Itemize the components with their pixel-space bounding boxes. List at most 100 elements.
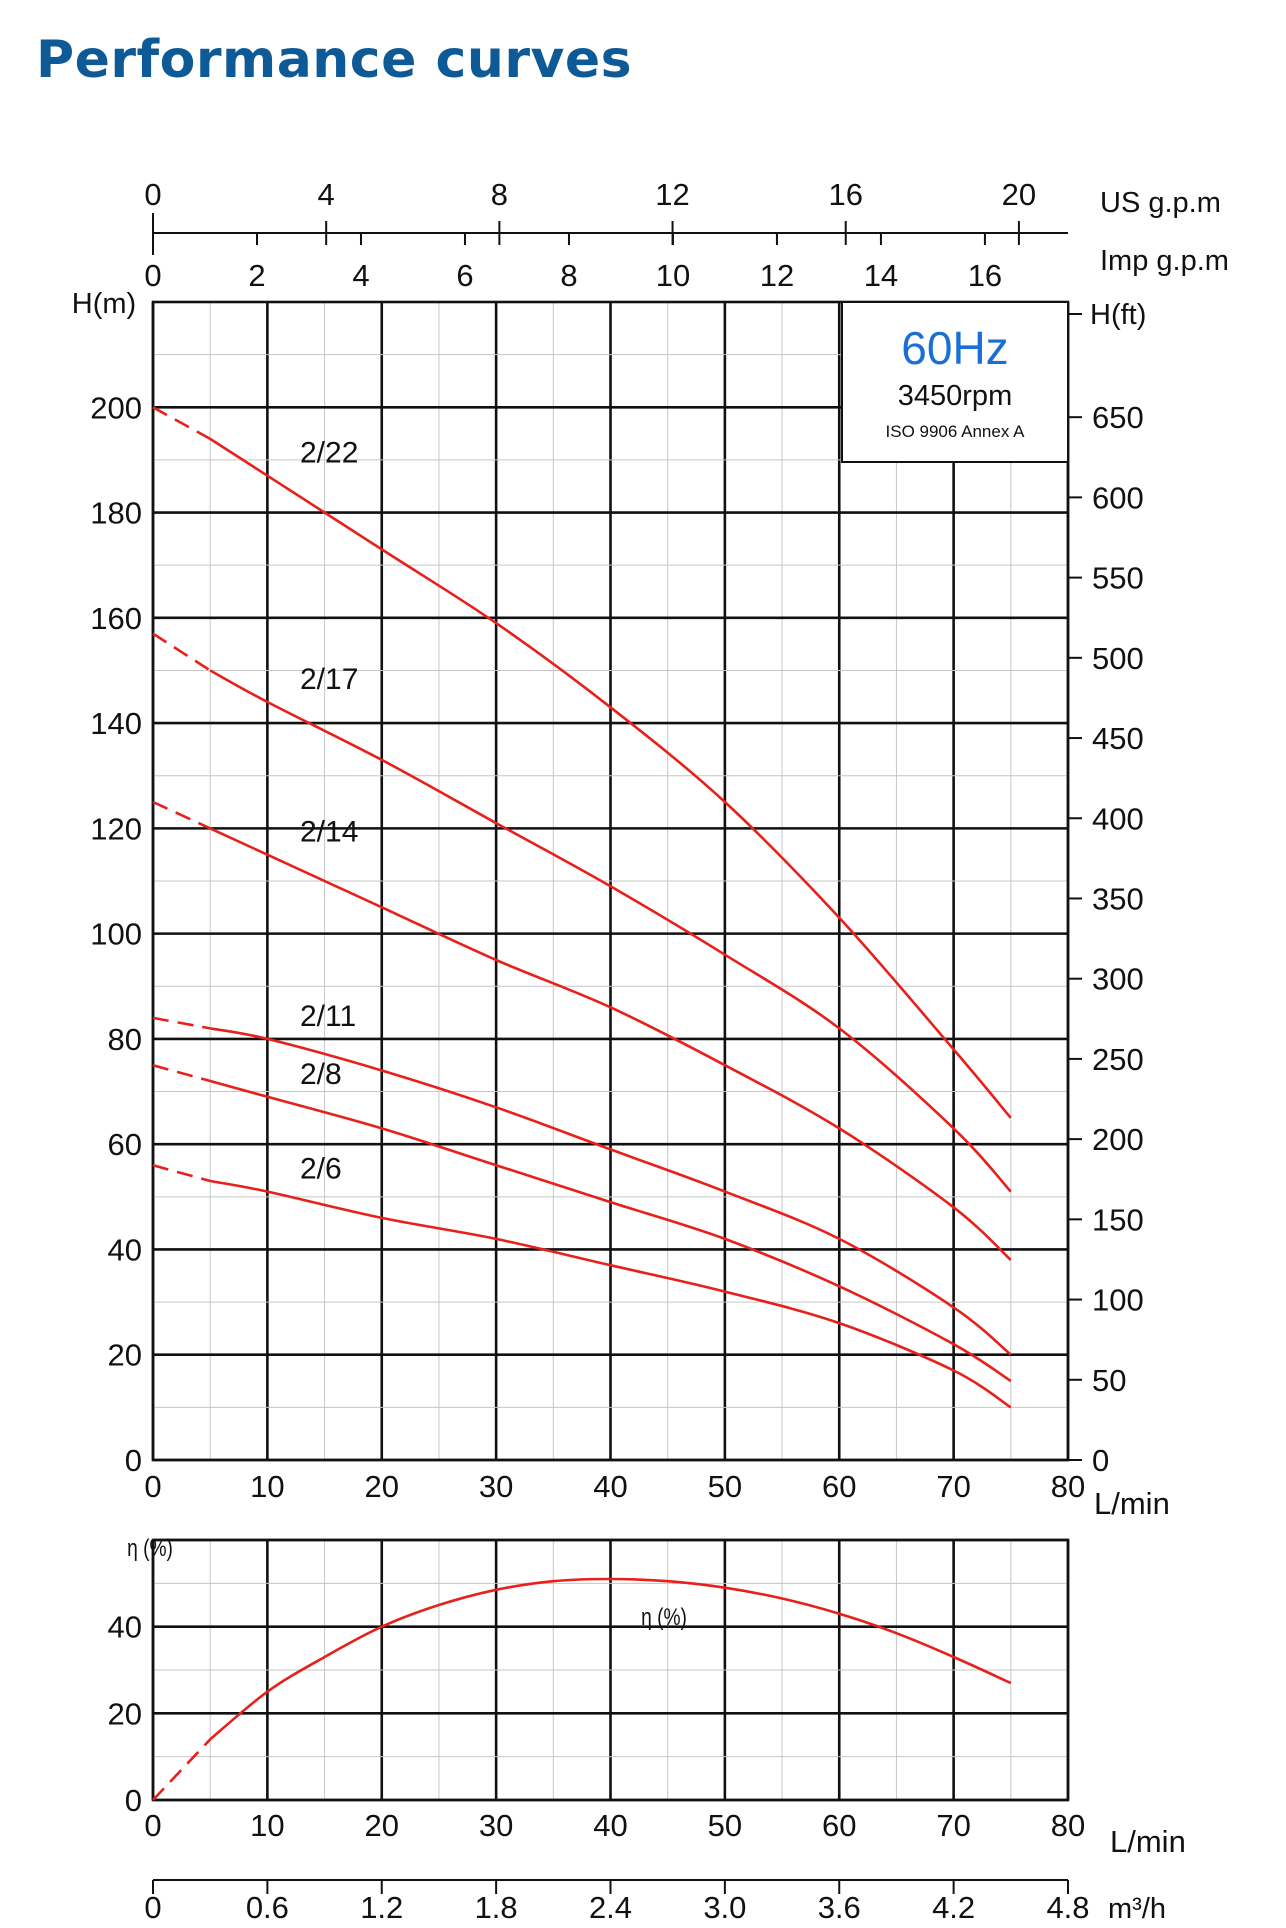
curve-2-17 — [209, 669, 1012, 1193]
efficiency-curve-dashed — [152, 1738, 212, 1801]
curve-2-14-dashed — [152, 800, 211, 830]
curve-2-22 — [209, 437, 1012, 1119]
eff-flow-tick-label: 20 — [365, 1808, 399, 1843]
curve-label-2-22: 2/22 — [300, 437, 358, 470]
head-panel-frame — [151, 300, 1070, 1462]
head-ft-tick-label: 350 — [1092, 881, 1144, 916]
head-ft-tick-label: 300 — [1092, 962, 1144, 997]
eff-tick-label: 20 — [108, 1696, 142, 1731]
head-ft-axis-label: H(ft) — [1090, 299, 1146, 331]
head-ft-tick-label: 450 — [1092, 721, 1144, 756]
us-gpm-tick-label: 20 — [1002, 177, 1036, 212]
head-ft-tick-label: 600 — [1092, 480, 1144, 515]
head-m-tick-label: 140 — [90, 706, 142, 741]
head-m-tick-label: 200 — [90, 390, 142, 425]
curve-label-2-14: 2/14 — [300, 816, 358, 849]
flow-tick-label: 60 — [822, 1469, 856, 1504]
head-ft-tick-label: 200 — [1092, 1122, 1144, 1157]
head-ft-tick-label: 400 — [1092, 801, 1144, 836]
m3h-tick-label: 0 — [144, 1890, 161, 1925]
eff-tick-label: 40 — [108, 1610, 142, 1645]
flow-tick-label: 10 — [250, 1469, 284, 1504]
head-m-tick-label: 80 — [108, 1022, 142, 1057]
head-ft-tick-label: 650 — [1092, 400, 1144, 435]
us-gpm-tick-label: 4 — [318, 177, 335, 212]
flow-tick-label: 20 — [365, 1469, 399, 1504]
head-m-axis-label: H(m) — [72, 288, 136, 320]
head-m-tick-label: 20 — [108, 1338, 142, 1373]
m3h-tick-label: 1.2 — [360, 1890, 403, 1925]
head-m-tick-label: 120 — [90, 811, 142, 846]
head-curves: 2/22 2/17 2/14 2/11 2/8 2/6 — [152, 406, 1012, 1409]
eff-flow-axis-label: L/min — [1110, 1824, 1186, 1859]
head-grid — [151, 300, 1070, 1462]
curve-2-8 — [209, 1079, 1012, 1383]
head-ft-tick-label: 50 — [1092, 1363, 1126, 1398]
efficiency-grid — [151, 1538, 1070, 1802]
imp-gpm-tick-label: 10 — [656, 258, 690, 293]
m3h-tick-label: 4.8 — [1046, 1890, 1089, 1925]
eff-flow-tick-label: 80 — [1051, 1808, 1085, 1843]
chart-axes: 020406080100120140160180200H(m)050100150… — [72, 177, 1229, 1925]
info-box-frame — [841, 301, 1069, 463]
flow-tick-label: 40 — [593, 1469, 627, 1504]
flow-tick-label: 0 — [144, 1469, 161, 1504]
efficiency-curve-label: η (%) — [641, 1603, 687, 1631]
curve-label-2-17: 2/17 — [300, 663, 358, 696]
head-m-tick-label: 100 — [90, 917, 142, 952]
efficiency-curve-group: η (%) — [152, 1577, 1012, 1801]
curve-2-6 — [209, 1179, 1012, 1409]
head-ft-tick-label: 250 — [1092, 1042, 1144, 1077]
eff-flow-tick-label: 50 — [708, 1808, 742, 1843]
curve-2-6-dashed — [152, 1163, 211, 1183]
curve-label-2-8: 2/8 — [300, 1058, 342, 1091]
imp-gpm-tick-label: 0 — [144, 258, 161, 293]
eff-axis-label: η (%) — [127, 1534, 173, 1562]
imp-gpm-tick-label: 12 — [760, 258, 794, 293]
us-gpm-tick-label: 16 — [828, 177, 862, 212]
us-gpm-tick-label: 8 — [491, 177, 508, 212]
curve-2-11-dashed — [152, 1016, 211, 1030]
head-m-tick-label: 0 — [125, 1443, 142, 1478]
imp-gpm-tick-label: 4 — [352, 258, 369, 293]
eff-flow-tick-label: 60 — [822, 1808, 856, 1843]
imp-gpm-axis-label: Imp g.p.m — [1100, 245, 1229, 277]
flow-tick-label: 80 — [1051, 1469, 1085, 1504]
efficiency-curve — [209, 1577, 1012, 1741]
curve-2-17-dashed — [152, 632, 211, 672]
flow-tick-label: 30 — [479, 1469, 513, 1504]
m3h-tick-label: 3.6 — [818, 1890, 861, 1925]
curve-2-8-dashed — [152, 1063, 211, 1083]
m3h-tick-label: 4.2 — [932, 1890, 975, 1925]
m3h-tick-label: 0.6 — [246, 1890, 289, 1925]
eff-panel-frame — [151, 1538, 1070, 1802]
curve-label-2-6: 2/6 — [300, 1153, 342, 1186]
head-m-tick-label: 180 — [90, 496, 142, 531]
info-box: 60Hz 3450rpm ISO 9906 Annex A — [841, 301, 1069, 463]
m3h-tick-label: 1.8 — [475, 1890, 518, 1925]
eff-flow-tick-label: 10 — [250, 1808, 284, 1843]
curve-2-22-dashed — [152, 406, 211, 441]
imp-gpm-tick-label: 14 — [864, 258, 898, 293]
m3h-tick-label: 2.4 — [589, 1890, 632, 1925]
head-m-tick-label: 60 — [108, 1127, 142, 1162]
curve-2-11 — [209, 1027, 1012, 1356]
head-ft-tick-label: 0 — [1092, 1443, 1109, 1478]
eff-tick-label: 0 — [125, 1783, 142, 1818]
m3h-tick-label: 3.0 — [703, 1890, 746, 1925]
head-ft-tick-label: 100 — [1092, 1283, 1144, 1318]
eff-flow-tick-label: 0 — [144, 1808, 161, 1843]
info-box-frequency: 60Hz — [901, 322, 1008, 374]
eff-flow-tick-label: 40 — [593, 1808, 627, 1843]
head-m-tick-label: 40 — [108, 1232, 142, 1267]
us-gpm-tick-label: 12 — [655, 177, 689, 212]
us-gpm-tick-label: 0 — [144, 177, 161, 212]
page-title: Performance curves — [36, 30, 633, 90]
eff-flow-tick-label: 30 — [479, 1808, 513, 1843]
head-ft-tick-label: 500 — [1092, 641, 1144, 676]
info-box-standard: ISO 9906 Annex A — [886, 422, 1026, 441]
m3h-axis-label: m³/h — [1108, 1893, 1166, 1925]
imp-gpm-tick-label: 16 — [968, 258, 1002, 293]
head-ft-tick-label: 550 — [1092, 561, 1144, 596]
